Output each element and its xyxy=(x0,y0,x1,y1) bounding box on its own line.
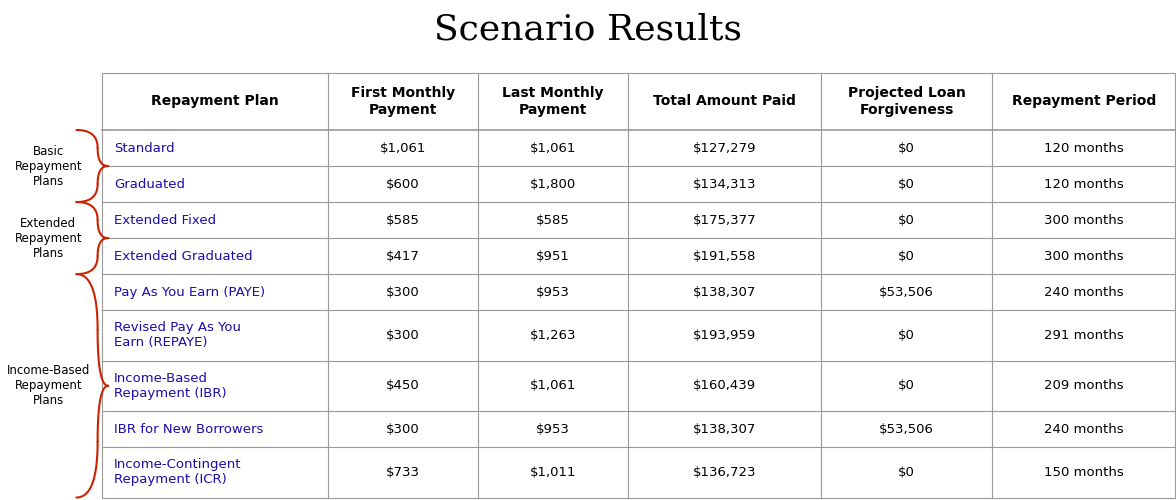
Text: $134,313: $134,313 xyxy=(693,178,756,190)
Text: 120 months: 120 months xyxy=(1044,142,1123,154)
Text: $191,558: $191,558 xyxy=(693,250,756,262)
Text: Projected Loan
Forgiveness: Projected Loan Forgiveness xyxy=(848,86,965,117)
Text: $300: $300 xyxy=(386,286,420,298)
Text: $0: $0 xyxy=(898,329,915,342)
Text: $175,377: $175,377 xyxy=(693,214,756,226)
Text: 300 months: 300 months xyxy=(1044,214,1123,226)
Text: Extended
Repayment
Plans: Extended Repayment Plans xyxy=(14,216,82,260)
Text: Income-Based
Repayment
Plans: Income-Based Repayment Plans xyxy=(7,364,89,408)
Text: $600: $600 xyxy=(386,178,420,190)
Text: $0: $0 xyxy=(898,178,915,190)
Text: $0: $0 xyxy=(898,214,915,226)
Text: $0: $0 xyxy=(898,380,915,392)
Text: $160,439: $160,439 xyxy=(693,380,756,392)
Text: $300: $300 xyxy=(386,329,420,342)
Text: Graduated: Graduated xyxy=(114,178,185,190)
Text: Repayment Plan: Repayment Plan xyxy=(151,94,279,108)
Text: Extended Graduated: Extended Graduated xyxy=(114,250,253,262)
Text: $138,307: $138,307 xyxy=(693,422,756,436)
Text: 120 months: 120 months xyxy=(1044,178,1123,190)
Text: $1,061: $1,061 xyxy=(529,380,576,392)
Text: Extended Fixed: Extended Fixed xyxy=(114,214,216,226)
Text: $585: $585 xyxy=(386,214,420,226)
Text: Repayment Period: Repayment Period xyxy=(1011,94,1156,108)
Text: $138,307: $138,307 xyxy=(693,286,756,298)
Text: $53,506: $53,506 xyxy=(880,422,934,436)
Text: Pay As You Earn (PAYE): Pay As You Earn (PAYE) xyxy=(114,286,266,298)
Text: $300: $300 xyxy=(386,422,420,436)
Text: $417: $417 xyxy=(386,250,420,262)
Text: 300 months: 300 months xyxy=(1044,250,1123,262)
Text: $1,011: $1,011 xyxy=(529,466,576,479)
Text: Revised Pay As You
Earn (REPAYE): Revised Pay As You Earn (REPAYE) xyxy=(114,322,241,349)
Text: $1,800: $1,800 xyxy=(529,178,576,190)
Text: First Monthly
Payment: First Monthly Payment xyxy=(350,86,455,117)
Text: $953: $953 xyxy=(536,286,569,298)
Text: $0: $0 xyxy=(898,142,915,154)
Text: 209 months: 209 months xyxy=(1044,380,1123,392)
Text: Income-Based
Repayment (IBR): Income-Based Repayment (IBR) xyxy=(114,372,227,400)
Text: $733: $733 xyxy=(386,466,420,479)
Text: $1,061: $1,061 xyxy=(380,142,426,154)
Text: $1,061: $1,061 xyxy=(529,142,576,154)
Text: $136,723: $136,723 xyxy=(693,466,756,479)
Text: $1,263: $1,263 xyxy=(529,329,576,342)
Text: Scenario Results: Scenario Results xyxy=(434,12,742,46)
Text: $585: $585 xyxy=(536,214,569,226)
Text: Total Amount Paid: Total Amount Paid xyxy=(653,94,796,108)
Text: 150 months: 150 months xyxy=(1044,466,1123,479)
Text: Last Monthly
Payment: Last Monthly Payment xyxy=(502,86,603,117)
Text: $951: $951 xyxy=(536,250,569,262)
Text: 240 months: 240 months xyxy=(1044,422,1123,436)
Text: $53,506: $53,506 xyxy=(880,286,934,298)
Text: $0: $0 xyxy=(898,466,915,479)
Text: Standard: Standard xyxy=(114,142,175,154)
Text: $450: $450 xyxy=(386,380,420,392)
Text: $127,279: $127,279 xyxy=(693,142,756,154)
Text: Income-Contingent
Repayment (ICR): Income-Contingent Repayment (ICR) xyxy=(114,458,241,486)
Text: $0: $0 xyxy=(898,250,915,262)
Text: 291 months: 291 months xyxy=(1044,329,1123,342)
Text: $193,959: $193,959 xyxy=(693,329,756,342)
Text: $953: $953 xyxy=(536,422,569,436)
Text: IBR for New Borrowers: IBR for New Borrowers xyxy=(114,422,263,436)
Bar xyxy=(102,72,1175,498)
Text: Basic
Repayment
Plans: Basic Repayment Plans xyxy=(14,144,82,188)
Text: 240 months: 240 months xyxy=(1044,286,1123,298)
